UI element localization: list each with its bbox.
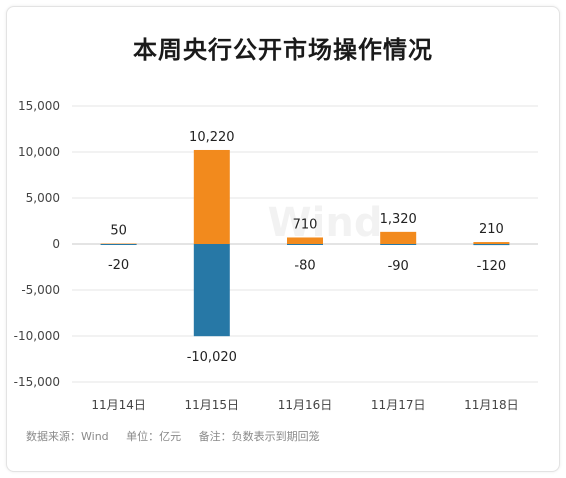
x-tick-label: 11月14日 [91, 398, 146, 412]
y-tick-label: -5,000 [21, 283, 60, 297]
chart-title: 本周央行公开市场操作情况 [133, 36, 433, 64]
data-label-negative: -80 [294, 259, 315, 274]
x-tick-label: 11月16日 [278, 398, 333, 412]
bar-negative [193, 244, 230, 337]
y-tick-label: 0 [52, 237, 60, 251]
bar-negative [287, 244, 323, 245]
x-tick-label: 11月17日 [371, 398, 426, 412]
data-label-positive: 710 [293, 217, 318, 232]
bar-negative [473, 244, 510, 246]
bar-positive [193, 149, 230, 244]
x-tick-label: 11月15日 [185, 398, 240, 412]
bar-negative [100, 244, 137, 245]
data-label-negative: -10,020 [187, 350, 237, 365]
data-label-positive: 50 [110, 224, 127, 239]
bar-positive [380, 231, 417, 244]
bar-negative [380, 244, 417, 245]
chart-card [6, 6, 560, 472]
data-label-negative: -120 [477, 259, 507, 274]
y-tick-label: 5,000 [26, 191, 60, 205]
data-label-negative: -90 [388, 259, 409, 274]
y-tick-label: 10,000 [18, 145, 60, 159]
y-tick-label: -10,000 [14, 329, 60, 343]
data-label-positive: 10,220 [189, 130, 235, 145]
footnote: 备注：负数表示到期回笼 [198, 430, 320, 443]
data-label-positive: 1,320 [380, 212, 417, 227]
watermark: Wind [268, 200, 383, 246]
data-label-negative: -20 [108, 258, 129, 273]
bar-positive [287, 237, 323, 244]
y-tick-label: 15,000 [18, 99, 60, 113]
chart-footer: 数据来源：Wind 单位：亿元 备注：负数表示到期回笼 [26, 428, 334, 444]
data-label-positive: 210 [479, 222, 504, 237]
data-source: 数据来源：Wind [26, 430, 109, 443]
x-tick-label: 11月18日 [464, 398, 519, 412]
y-tick-label: -15,000 [14, 375, 60, 389]
unit-label: 单位：亿元 [126, 430, 182, 443]
bar-positive [473, 242, 510, 244]
